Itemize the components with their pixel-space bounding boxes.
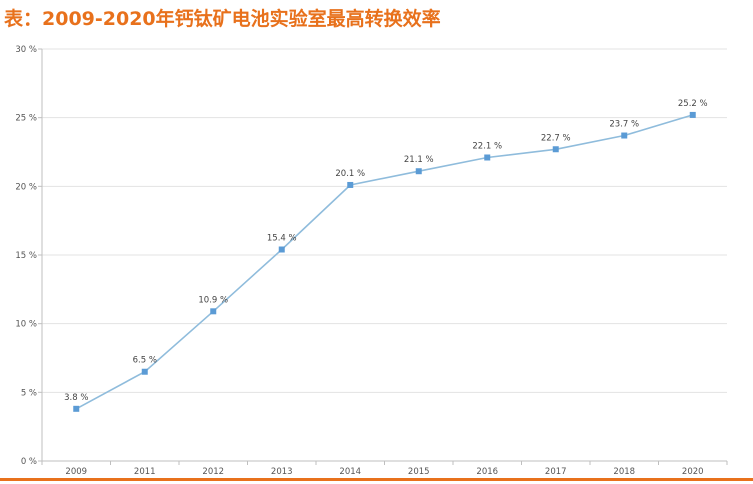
- data-label: 25.2 %: [678, 99, 708, 109]
- data-labels: 3.8 % 6.5 % 10.9 % 15.4 % 20.1 % 21.1 % 22.1 %…: [64, 99, 708, 403]
- chart-title: 表：2009-2020年钙钛矿电池实验室最高转换效率: [4, 8, 441, 30]
- data-point: [552, 146, 559, 153]
- x-tick-label: 2017: [545, 467, 567, 477]
- data-point: [278, 246, 285, 253]
- data-point: [210, 308, 217, 315]
- bottom-accent-rule: [0, 478, 753, 481]
- data-label: 15.4 %: [267, 234, 297, 244]
- y-tick-label: 20 %: [15, 182, 37, 192]
- x-tick-label: 2009: [65, 467, 87, 477]
- x-tick-label: 2013: [271, 467, 293, 477]
- x-tick-label: 2012: [202, 467, 224, 477]
- y-tick-label: 10 %: [15, 320, 37, 330]
- x-tick-label: 2011: [134, 467, 156, 477]
- data-point: [689, 111, 696, 118]
- series-line: [75, 114, 694, 410]
- y-tick-label: 0 %: [21, 457, 37, 467]
- x-tick-label: 2015: [408, 467, 430, 477]
- y-axis-ticks: 0 % 5 % 10 % 15 % 20 % 25 % 30 %: [15, 45, 37, 467]
- y-tick-label: 5 %: [21, 388, 37, 398]
- axes: [38, 48, 728, 465]
- x-tick-label: 2018: [613, 467, 635, 477]
- data-point: [484, 154, 491, 161]
- series-efficiency: [73, 111, 696, 412]
- data-label: 22.1 %: [472, 141, 502, 151]
- data-point: [415, 168, 422, 175]
- y-tick-label: 15 %: [15, 251, 37, 261]
- x-tick-label: 2020: [682, 467, 704, 477]
- data-point: [141, 368, 148, 375]
- x-tick-label: 2014: [339, 467, 361, 477]
- data-label: 22.7 %: [541, 133, 571, 143]
- data-label: 3.8 %: [64, 393, 88, 403]
- x-tick-label: 2016: [476, 467, 498, 477]
- y-tick-label: 25 %: [15, 114, 37, 124]
- data-label: 6.5 %: [133, 356, 157, 366]
- data-point: [73, 405, 80, 412]
- x-axis-ticks: 2009 2011 2012 2013 2014 2015 2016 2017 2018 2020: [65, 467, 703, 477]
- data-point: [621, 132, 628, 139]
- data-label: 21.1 %: [404, 155, 434, 165]
- data-label: 20.1 %: [335, 169, 365, 179]
- gridlines: [42, 48, 727, 393]
- data-label: 10.9 %: [198, 295, 228, 305]
- data-point: [347, 181, 354, 188]
- y-tick-label: 30 %: [15, 45, 37, 55]
- data-label: 23.7 %: [609, 120, 639, 130]
